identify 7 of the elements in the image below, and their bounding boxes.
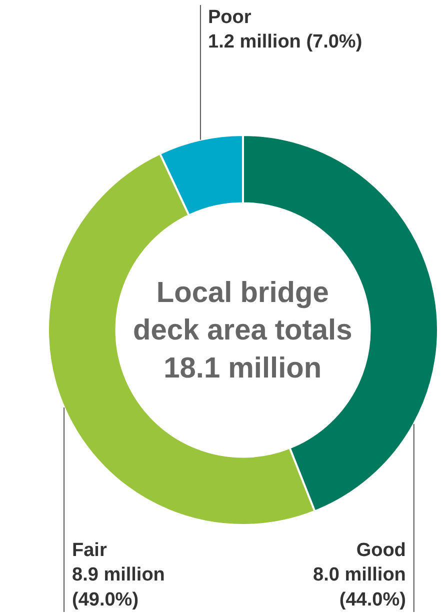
slice-label: Good bbox=[356, 540, 406, 561]
data-label: 8.0 million (44.0%) bbox=[313, 564, 406, 610]
data-label: 1.2 million (7.0%) bbox=[208, 32, 362, 53]
data-label: 8.9 million (49.0%) bbox=[72, 564, 165, 610]
text: Local bridge deck area totals 18.1 million bbox=[133, 277, 352, 384]
slice-label: Fair bbox=[72, 540, 108, 561]
slice-label: Poor bbox=[208, 7, 252, 28]
